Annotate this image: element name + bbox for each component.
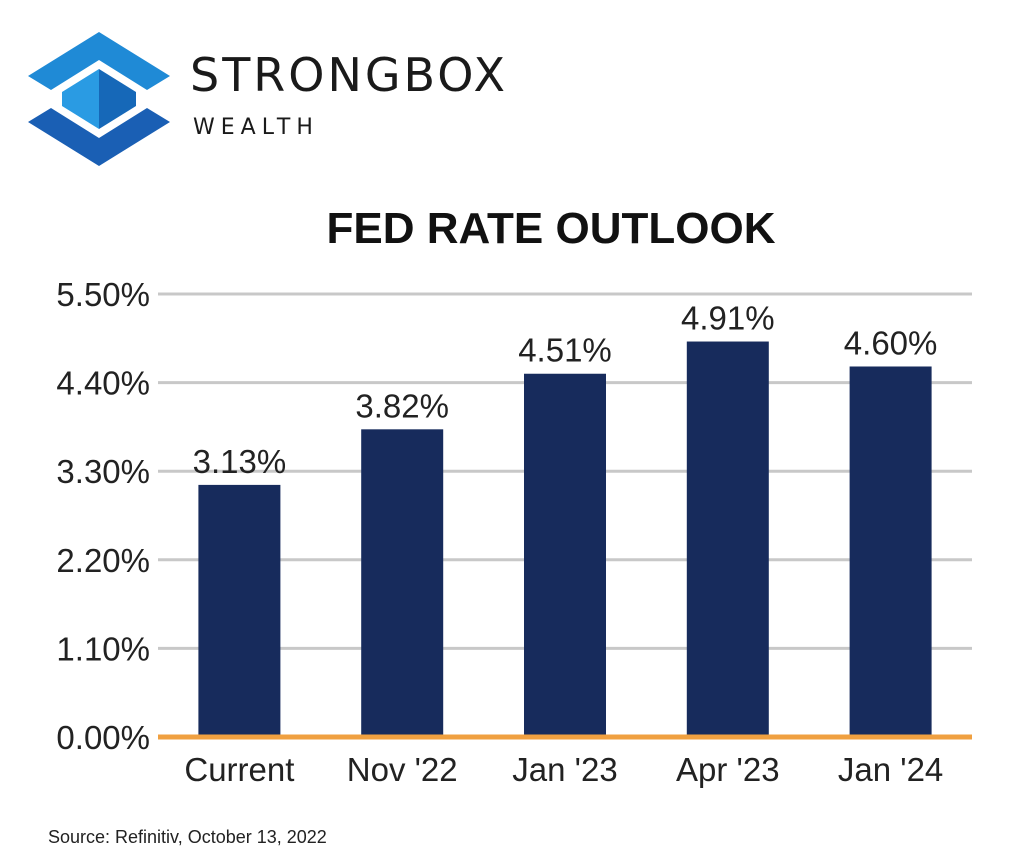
data-label: 4.60% [844,324,938,361]
brand-name: STRONGBOX [190,48,509,102]
brand-subtitle: WEALTH [193,115,319,140]
x-tick-label: Jan '24 [838,751,943,788]
bar [361,429,444,737]
data-labels: 3.13% 3.82% 4.51% 4.91% 4.60% [193,300,938,480]
y-axis-ticks: 0.00% 1.10% 2.20% 3.30% 4.40% 5.50% [56,276,150,756]
bar [849,366,932,737]
chart-title: FED RATE OUTLOOK [327,204,776,253]
x-tick-label: Nov '22 [347,751,458,788]
x-tick-label: Apr '23 [676,751,780,788]
data-label: 4.91% [681,300,775,337]
data-label: 3.82% [355,387,449,424]
y-tick-label: 3.30% [56,453,150,490]
source-note: Source: Refinitiv, October 13, 2022 [48,827,327,847]
bar [524,373,606,737]
x-tick-label: Current [184,751,294,788]
strongbox-cube-icon [28,32,170,166]
x-tick-label: Jan '23 [512,751,617,788]
data-label: 3.13% [193,443,287,480]
y-tick-label: 4.40% [56,365,150,402]
x-axis-ticks: Current Nov '22 Jan '23 Apr '23 Jan '24 [184,751,943,788]
bar [686,341,769,737]
y-tick-label: 5.50% [56,276,150,313]
y-tick-label: 0.00% [56,719,150,756]
y-tick-label: 1.10% [56,630,150,667]
bar [198,484,281,737]
bars [198,341,932,737]
y-tick-label: 2.20% [56,542,150,579]
data-label: 4.51% [518,332,612,369]
